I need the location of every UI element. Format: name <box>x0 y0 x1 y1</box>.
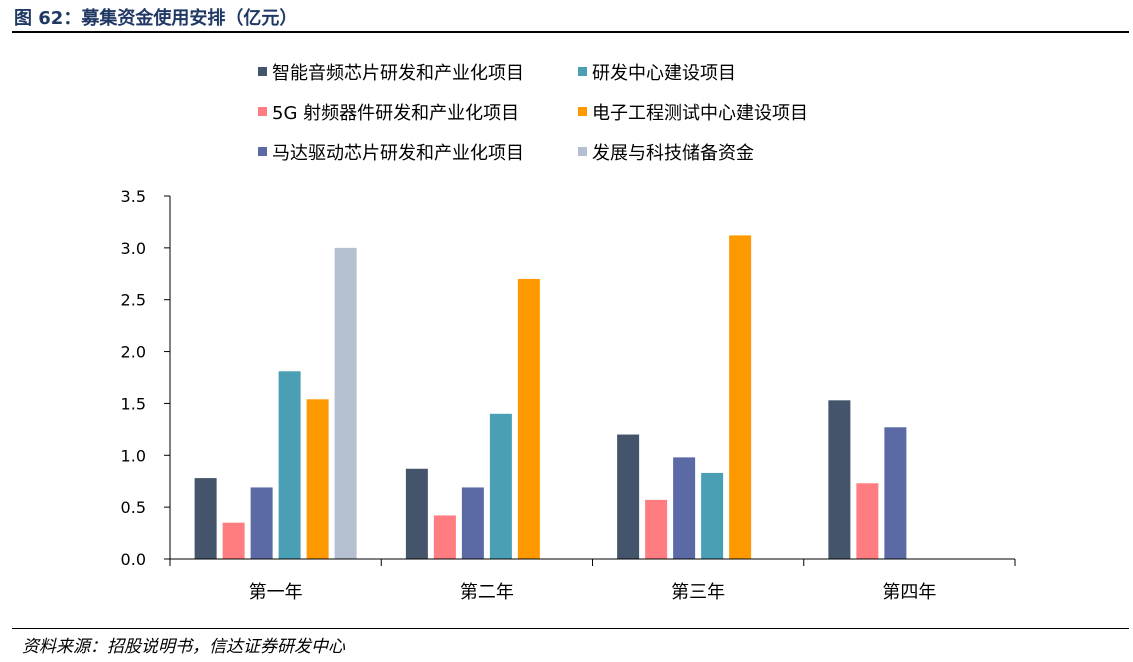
legend-label: 电子工程测试中心建设项目 <box>592 103 808 124</box>
legend-label: 研发中心建设项目 <box>592 63 736 84</box>
y-tick-label: 3.0 <box>121 239 146 258</box>
figure-title: 图 62：募集资金使用安排（亿元） <box>14 8 298 29</box>
bar <box>517 278 540 559</box>
x-axis: 第一年 第二年 第三年 第四年 <box>169 558 1016 603</box>
x-category-label: 第一年 <box>249 582 303 603</box>
legend-label: 马达驱动芯片研发和产业化项目 <box>272 143 524 164</box>
legend-swatch <box>258 107 267 116</box>
legend-label: 5G 射频器件研发和产业化项目 <box>272 103 519 124</box>
bar <box>194 478 217 559</box>
bar <box>334 247 357 559</box>
legend-swatch <box>258 147 267 156</box>
y-axis: 0.0 0.5 1.0 1.5 2.0 2.5 3.0 3.5 <box>121 187 171 569</box>
bar <box>461 487 484 559</box>
bar <box>673 457 696 559</box>
y-tick-label: 1.0 <box>121 446 146 465</box>
y-tick-label: 2.0 <box>121 343 146 362</box>
bar <box>489 413 512 559</box>
x-category-label: 第二年 <box>460 582 514 603</box>
bar <box>405 468 428 559</box>
bar <box>701 472 724 559</box>
bar <box>828 400 851 559</box>
x-category-label: 第三年 <box>671 582 725 603</box>
legend-label: 智能音频芯片研发和产业化项目 <box>272 63 524 84</box>
bar <box>433 515 456 559</box>
legend-swatch <box>578 147 587 156</box>
bar <box>884 427 907 559</box>
y-tick-label: 0.5 <box>121 498 146 517</box>
y-tick-label: 1.5 <box>121 394 146 413</box>
y-tick-label: 0.0 <box>121 550 146 569</box>
title-rule <box>12 31 1129 33</box>
bar <box>729 235 752 559</box>
y-tick-label: 2.5 <box>121 291 146 310</box>
bar <box>306 399 329 559</box>
bar <box>250 487 273 559</box>
legend-label: 发展与科技储备资金 <box>592 143 754 164</box>
bar <box>222 522 245 559</box>
source-rule <box>12 628 1129 629</box>
x-category-label: 第四年 <box>882 582 936 603</box>
bar-series <box>194 235 907 559</box>
bar <box>278 371 301 559</box>
chart-legend: 智能音频芯片研发和产业化项目 5G 射频器件研发和产业化项目马达驱动芯片研发和产业… <box>258 63 808 164</box>
bar <box>617 434 640 559</box>
legend-swatch <box>578 67 587 76</box>
legend-swatch <box>258 67 267 76</box>
bar <box>645 499 668 559</box>
legend-swatch <box>578 107 587 116</box>
y-tick-label: 3.5 <box>121 187 146 206</box>
source-note: 资料来源：招股说明书，信达证券研发中心 <box>22 637 345 657</box>
bar <box>856 483 879 559</box>
